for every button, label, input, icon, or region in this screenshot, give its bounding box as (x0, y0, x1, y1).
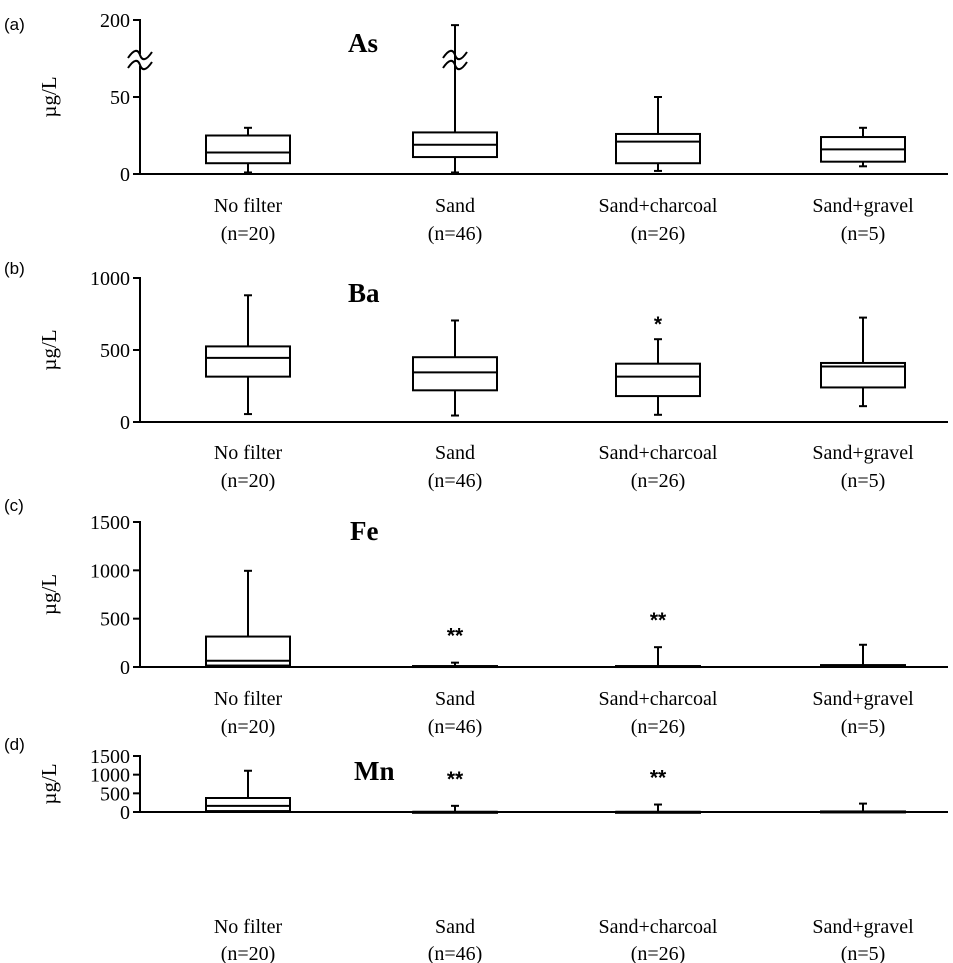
x-category-label: Sand+gravel (812, 688, 914, 710)
x-category-label: Sand (435, 916, 475, 938)
panel-label: (a) (4, 15, 25, 34)
y-tick-label: 0 (120, 657, 130, 679)
x-category-count: (n=46) (428, 470, 483, 492)
x-category-label: Sand+charcoal (598, 195, 717, 217)
y-axis-label: µg/L (37, 76, 61, 117)
significance-mark: * (654, 313, 663, 336)
panel-as: (a) As µg/L 0 50 200 No filter (n=20) Sand (n=46)… (4, 10, 948, 245)
panel-title: Mn (354, 756, 395, 786)
y-tick-label: 200 (100, 10, 130, 32)
panel-title: Ba (348, 278, 380, 308)
x-category-count: (n=20) (221, 716, 276, 738)
panel-fe: (c) Fe µg/L 0 500 1000 1500 No filter (n=20) ** Sa… (4, 496, 948, 738)
x-category-count: (n=20) (221, 470, 276, 492)
x-category-label: No filter (214, 442, 283, 464)
y-axis-label: µg/L (37, 574, 61, 615)
panel-label: (c) (4, 496, 24, 515)
x-category-label: Sand (435, 442, 475, 464)
x-category-label: Sand+charcoal (598, 688, 717, 710)
box-3 (820, 802, 906, 814)
x-category-count: (n=26) (631, 223, 686, 245)
axis-break-mark (127, 49, 153, 61)
x-category-label: No filter (214, 688, 283, 710)
significance-mark: ** (447, 768, 464, 791)
x-category-label: Sand+gravel (812, 442, 914, 464)
y-axis-label: µg/L (37, 763, 61, 804)
box-2: ** (615, 767, 701, 814)
box-2: * (615, 313, 701, 416)
box-iqr (615, 132, 701, 165)
x-category-count: (n=20) (221, 223, 276, 245)
x-category-count: (n=5) (841, 943, 886, 963)
x-category-count: (n=20) (221, 943, 276, 963)
y-tick-label: 0 (120, 412, 130, 434)
x-category-label: Sand+gravel (812, 195, 914, 217)
box-3 (820, 643, 906, 668)
y-tick-label: 1000 (90, 765, 130, 787)
axis-break-mark (127, 59, 153, 71)
y-axis-label: µg/L (37, 329, 61, 370)
box-iqr (615, 362, 701, 398)
x-category-label: No filter (214, 916, 283, 938)
x-category-count: (n=26) (631, 470, 686, 492)
box-0 (205, 569, 291, 668)
y-tick-label: 500 (100, 609, 130, 631)
x-category-label: Sand+charcoal (598, 916, 717, 938)
box-1: ** (412, 768, 498, 814)
x-category-count: (n=26) (631, 943, 686, 963)
y-tick-label: 500 (100, 783, 130, 805)
x-category-count: (n=5) (841, 223, 886, 245)
box-iqr (412, 356, 498, 392)
x-category-count: (n=5) (841, 470, 886, 492)
box-3 (820, 316, 906, 408)
box-1: ** (412, 625, 498, 669)
box-iqr (205, 797, 291, 813)
y-tick-label: 500 (100, 340, 130, 362)
x-category-label: Sand+gravel (812, 916, 914, 938)
x-category-count: (n=46) (428, 716, 483, 738)
y-tick-label: 1500 (90, 746, 130, 768)
box-3 (820, 126, 906, 168)
panel-label: (d) (4, 735, 25, 754)
y-tick-label: 0 (120, 164, 130, 186)
x-category-label: No filter (214, 195, 283, 217)
significance-mark: ** (447, 625, 464, 648)
y-tick-label: 50 (110, 87, 130, 109)
x-category-label: Sand (435, 688, 475, 710)
box-2 (615, 96, 701, 172)
box-1 (412, 24, 498, 174)
box-0 (205, 126, 291, 174)
x-category-label: Sand (435, 195, 475, 217)
x-category-label: Sand+charcoal (598, 442, 717, 464)
box-iqr (205, 345, 291, 378)
significance-mark: ** (650, 609, 667, 632)
y-tick-label: 0 (120, 802, 130, 824)
significance-mark: ** (650, 767, 667, 790)
box-2: ** (615, 609, 701, 669)
x-category-count: (n=26) (631, 716, 686, 738)
panel-ba: (b) Ba µg/L 0 500 1000 No filter (n=20) Sand (n=4… (4, 259, 948, 492)
x-category-count: (n=46) (428, 223, 483, 245)
box-0 (205, 294, 291, 416)
box-1 (412, 319, 498, 417)
panel-label: (b) (4, 259, 25, 278)
panel-title: Fe (350, 516, 378, 546)
box-iqr (205, 134, 291, 165)
panel-title: As (348, 28, 378, 58)
y-tick-label: 1500 (90, 512, 130, 534)
box-0 (205, 769, 291, 813)
y-tick-label: 1000 (90, 268, 130, 290)
x-category-count: (n=46) (428, 943, 483, 963)
y-tick-label: 1000 (90, 560, 130, 582)
x-category-count: (n=5) (841, 716, 886, 738)
